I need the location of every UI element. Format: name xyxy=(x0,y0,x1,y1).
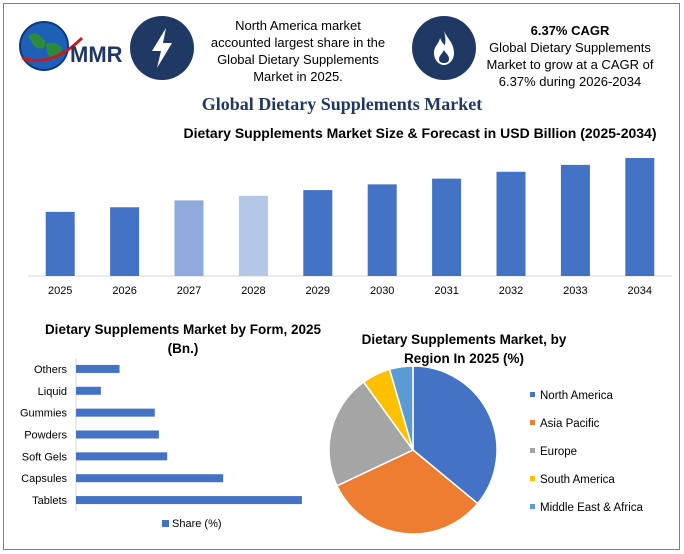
pie-slice-asia-pacific xyxy=(335,449,479,535)
forecast-bar-2027 xyxy=(174,200,204,276)
forecast-bar-2033 xyxy=(560,164,590,276)
mmr-logo: MMR xyxy=(14,14,126,84)
info-right-text: 6.37% CAGR Global Dietary Supplements Ma… xyxy=(480,22,660,90)
pie-slice-europe xyxy=(328,380,415,487)
y-tick-label: Tablets xyxy=(32,495,67,507)
pie-legend-swatch xyxy=(530,420,535,425)
globe-icon xyxy=(19,21,84,71)
pie-legend-swatch xyxy=(530,476,535,481)
x-tick-label: 2034 xyxy=(628,285,652,297)
x-tick-label: 2031 xyxy=(434,285,458,297)
lightning-badge xyxy=(130,16,194,80)
info-left-line: Market in 2025. xyxy=(253,69,343,84)
form-legend-label: Share (%) xyxy=(172,518,222,530)
form-bar-capsules xyxy=(76,474,224,483)
y-tick-label: Powders xyxy=(24,430,67,442)
forecast-bar-2031 xyxy=(432,178,462,276)
pie-legend-swatch xyxy=(530,448,535,453)
forecast-bar-2030 xyxy=(367,184,397,276)
pie-legend-label: South America xyxy=(540,474,615,486)
forecast-bar-2032 xyxy=(496,171,526,276)
y-tick-label: Capsules xyxy=(21,473,67,485)
info-left-line: accounted largest share in the xyxy=(210,35,386,50)
form-chart-title: Dietary Supplements Market by Form, 2025… xyxy=(38,320,328,358)
x-tick-label: 2025 xyxy=(48,285,72,297)
pie-legend-label: North America xyxy=(540,390,613,402)
info-left-line: Global Dietary Supplements xyxy=(217,52,379,67)
region-chart-title-text: Dietary Supplements Market, by Region In… xyxy=(361,332,567,366)
flame-icon xyxy=(434,30,454,65)
x-tick-label: 2032 xyxy=(499,285,523,297)
form-legend-swatch xyxy=(162,520,169,527)
form-chart-title-text: Dietary Supplements Market by Form, 2025… xyxy=(44,322,322,356)
form-bar-soft-gels xyxy=(76,452,168,461)
x-tick-label: 2026 xyxy=(112,285,136,297)
pie-slice-middle-east-africa xyxy=(388,365,414,451)
pie-legend-label: Middle East & Africa xyxy=(540,502,644,514)
form-bar-liquid xyxy=(76,386,101,395)
forecast-bar-2026 xyxy=(110,207,140,276)
form-legend: Share (%) xyxy=(162,516,222,530)
forecast-bar-2028 xyxy=(238,195,268,276)
lightning-icon xyxy=(152,28,172,68)
form-bar-others xyxy=(76,364,120,373)
form-bar-powders xyxy=(76,430,159,439)
x-tick-label: 2030 xyxy=(370,285,394,297)
y-tick-label: Others xyxy=(34,364,68,376)
x-tick-label: 2027 xyxy=(177,285,201,297)
x-tick-label: 2029 xyxy=(306,285,330,297)
info-right-line: 6.37% during 2026-2034 xyxy=(498,74,642,89)
info-right-line: Market to grow at a CAGR of xyxy=(486,57,654,72)
forecast-bar-2029 xyxy=(303,190,333,276)
pie-legend-label: Asia Pacific xyxy=(540,418,600,430)
logo-text: MMR xyxy=(70,42,123,67)
cagr-headline: 6.37% CAGR xyxy=(530,23,610,38)
pie-legend-swatch xyxy=(530,504,535,509)
info-left-text: North America market accounted largest s… xyxy=(200,17,396,85)
forecast-bar-2034 xyxy=(625,158,655,276)
y-tick-label: Liquid xyxy=(38,386,67,398)
region-chart-title: Dietary Supplements Market, by Region In… xyxy=(346,330,582,368)
pie-legend-label: Europe xyxy=(540,446,577,458)
form-bar-gummies xyxy=(76,408,155,417)
x-tick-label: 2028 xyxy=(241,285,265,297)
pie-legend-swatch xyxy=(530,392,535,397)
infographic-frame xyxy=(3,3,680,550)
pie-slice-north-america xyxy=(412,365,498,505)
x-tick-label: 2033 xyxy=(563,285,587,297)
form-bar-tablets xyxy=(76,496,302,505)
flame-badge xyxy=(412,16,476,80)
y-tick-label: Gummies xyxy=(20,408,68,420)
info-right-line: Global Dietary Supplements xyxy=(489,40,651,55)
forecast-chart-title: Dietary Supplements Market Size & Foreca… xyxy=(183,125,657,141)
y-tick-label: Soft Gels xyxy=(22,451,68,463)
info-left-line: North America market xyxy=(235,18,361,33)
forecast-bar-2025 xyxy=(45,211,75,276)
main-title: Global Dietary Supplements Market xyxy=(201,94,483,114)
